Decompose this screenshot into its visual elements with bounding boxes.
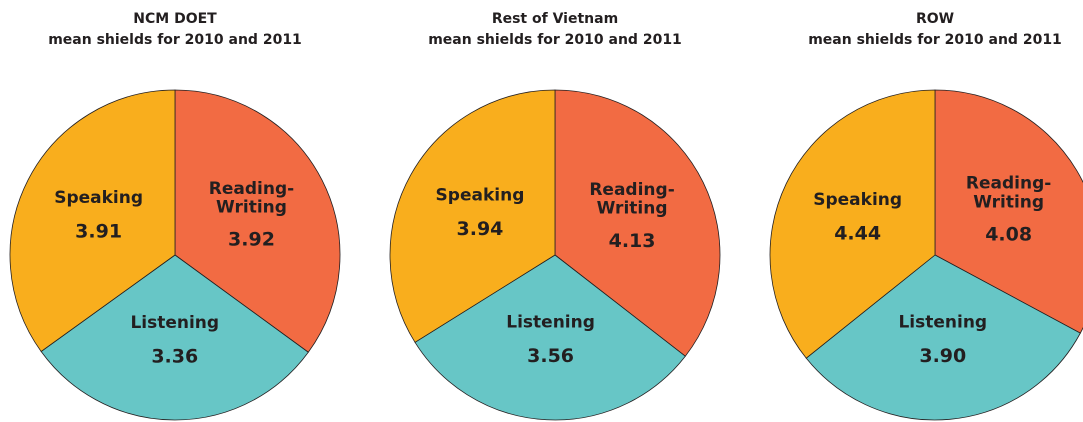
slice-label: Reading-Writing <box>589 180 674 219</box>
slice-label: Speaking <box>54 188 143 208</box>
value-label: 4.13 <box>609 230 656 252</box>
pie-slice <box>554 89 721 357</box>
value-label: 3.90 <box>919 345 966 367</box>
pie-slice <box>389 89 556 343</box>
value-label: 3.36 <box>151 345 198 367</box>
slice-label: Reading-Writing <box>209 179 294 218</box>
pie-slice <box>174 89 341 353</box>
value-label: 3.56 <box>527 345 574 367</box>
chart-subtitle: mean shields for 2010 and 2011 <box>48 32 302 48</box>
slice-label: Speaking <box>813 190 902 210</box>
slice-label: Listening <box>898 312 987 332</box>
chart-title: NCM DOET <box>133 11 217 27</box>
value-label: 3.94 <box>457 218 504 240</box>
chart-subtitle: mean shields for 2010 and 2011 <box>428 32 682 48</box>
slice-label: Listening <box>506 313 595 333</box>
value-label: 4.08 <box>985 223 1032 245</box>
value-label: 3.92 <box>228 229 275 251</box>
value-label: 4.44 <box>834 222 881 244</box>
slice-label: Listening <box>130 313 219 333</box>
pie-slice <box>9 89 176 353</box>
pie-slice <box>414 254 686 421</box>
pie-slice <box>934 89 1083 334</box>
slice-label: Speaking <box>436 185 525 205</box>
pie-slice <box>805 254 1081 421</box>
chart-subtitle: mean shields for 2010 and 2011 <box>808 32 1062 48</box>
pie-slice <box>40 254 309 421</box>
slice-label: Reading-Writing <box>966 174 1051 213</box>
chart-title: ROW <box>916 11 954 27</box>
value-label: 3.91 <box>75 220 122 242</box>
pie-slice <box>769 89 936 359</box>
chart-title: Rest of Vietnam <box>492 11 618 27</box>
